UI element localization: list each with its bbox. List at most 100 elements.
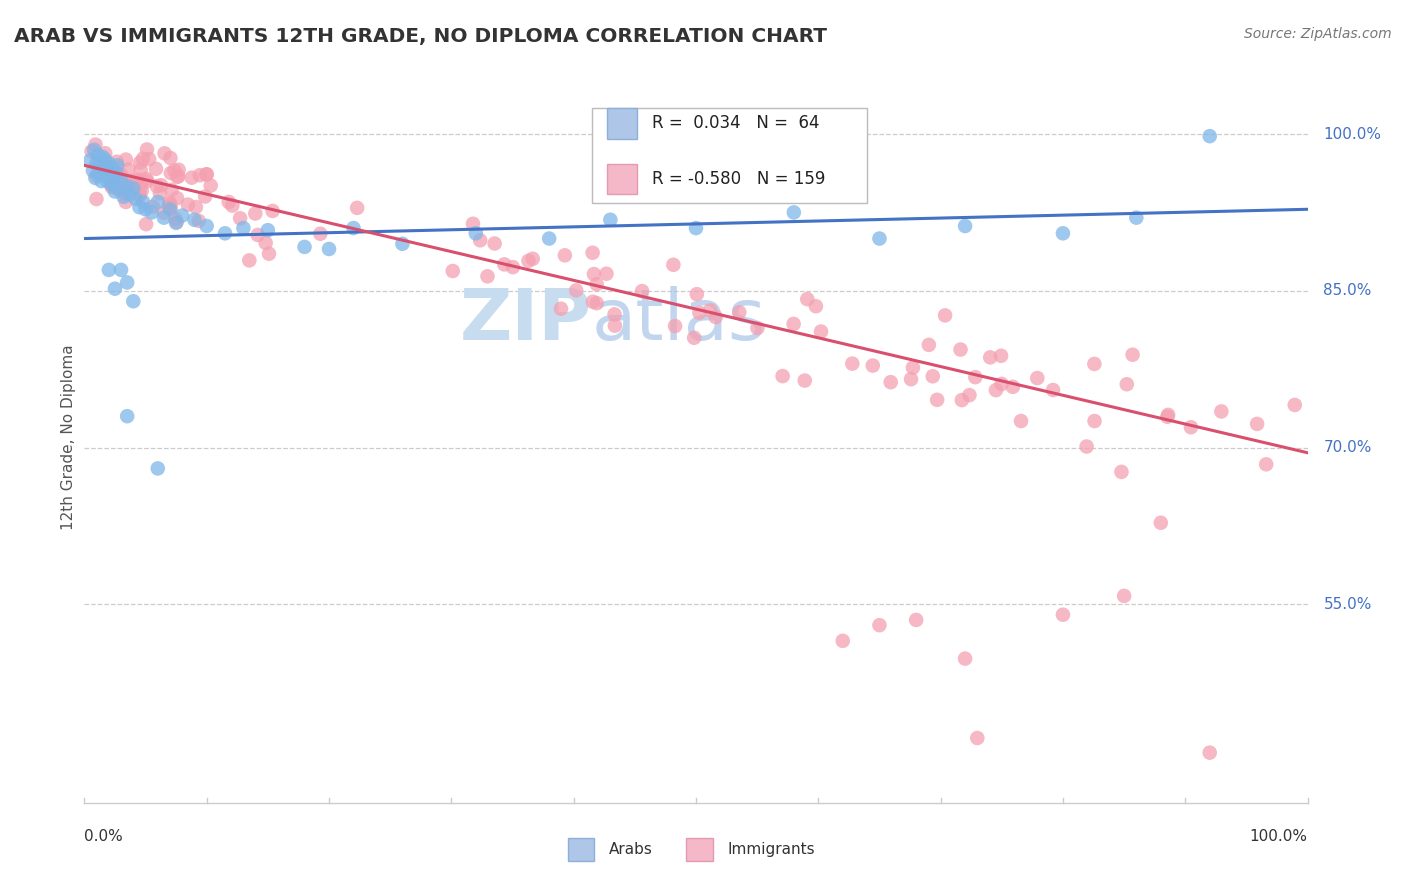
Point (603, 307, 626, 321)
Point (1083, 357, 1105, 371)
Point (167, 169, 190, 184)
Point (195, 167, 218, 181)
Point (129, 188, 152, 202)
Point (880, 375, 903, 389)
Point (153, 205, 176, 219)
Point (159, 201, 181, 215)
Point (135, 171, 157, 186)
Point (97, 156, 120, 170)
Point (135, 217, 157, 231)
Point (200, 178, 222, 193)
Point (965, 370, 987, 384)
Point (110, 174, 132, 188)
Point (107, 166, 129, 180)
Point (165, 216, 187, 230)
Point (132, 194, 155, 209)
Point (538, 231, 561, 245)
Text: 100.0%: 100.0% (1250, 829, 1308, 844)
Point (1114, 589, 1136, 603)
Point (1052, 227, 1074, 241)
Point (146, 461, 169, 475)
Point (990, 376, 1012, 391)
FancyBboxPatch shape (568, 838, 595, 862)
Point (683, 331, 706, 345)
Point (150, 178, 173, 193)
Point (318, 242, 340, 256)
Point (90, 174, 112, 188)
Point (1010, 414, 1032, 428)
Text: ZIP: ZIP (460, 285, 592, 354)
Point (96, 169, 118, 183)
Point (704, 310, 727, 324)
Point (950, 393, 973, 408)
Point (94, 153, 117, 168)
Point (108, 171, 131, 186)
Point (159, 166, 181, 180)
Text: R = -0.580   N = 159: R = -0.580 N = 159 (652, 169, 825, 188)
Point (477, 269, 499, 284)
Point (129, 155, 152, 169)
Point (177, 197, 200, 211)
Point (103, 180, 125, 194)
Point (118, 187, 141, 202)
Point (105, 154, 128, 169)
Point (1246, 417, 1268, 431)
Point (80, 145, 103, 159)
Point (905, 613, 928, 627)
Point (918, 338, 941, 352)
Point (188, 168, 211, 182)
Point (984, 383, 1007, 397)
Point (87, 148, 110, 162)
Point (257, 223, 280, 237)
Point (82, 163, 104, 178)
Point (1150, 516, 1173, 530)
Point (142, 200, 165, 214)
Point (810, 325, 832, 339)
Point (149, 186, 172, 201)
Text: Source: ZipAtlas.com: Source: ZipAtlas.com (1244, 27, 1392, 41)
Text: 55.0%: 55.0% (1323, 597, 1372, 612)
Point (1026, 371, 1049, 385)
Point (685, 221, 707, 235)
Point (121, 173, 143, 187)
Point (136, 143, 159, 157)
Point (862, 359, 884, 373)
FancyBboxPatch shape (686, 838, 713, 862)
Point (990, 349, 1012, 363)
Point (93, 161, 115, 175)
Point (100, 178, 122, 193)
Point (346, 201, 368, 215)
Point (664, 319, 686, 334)
Point (934, 309, 956, 323)
FancyBboxPatch shape (606, 108, 637, 138)
Point (254, 235, 277, 250)
Point (342, 221, 364, 235)
Text: Arabs: Arabs (609, 842, 652, 857)
Point (1284, 398, 1306, 412)
Point (782, 317, 804, 331)
Point (125, 178, 148, 192)
Point (115, 179, 138, 194)
Point (1256, 458, 1278, 472)
Point (1180, 420, 1202, 434)
Point (114, 194, 136, 209)
Point (517, 253, 540, 268)
Point (1076, 440, 1098, 454)
Point (98, 163, 121, 178)
Point (163, 163, 186, 178)
Point (136, 174, 159, 188)
Point (132, 152, 155, 166)
Text: 100.0%: 100.0% (1323, 127, 1382, 142)
Point (101, 161, 124, 175)
Point (141, 205, 163, 219)
Point (232, 221, 254, 235)
Point (921, 369, 943, 384)
Point (502, 260, 524, 274)
Point (194, 189, 217, 203)
Point (94, 146, 117, 161)
Point (97, 263, 120, 277)
Point (581, 245, 603, 260)
Point (112, 186, 135, 201)
Point (91, 150, 114, 164)
Point (1052, 607, 1074, 622)
